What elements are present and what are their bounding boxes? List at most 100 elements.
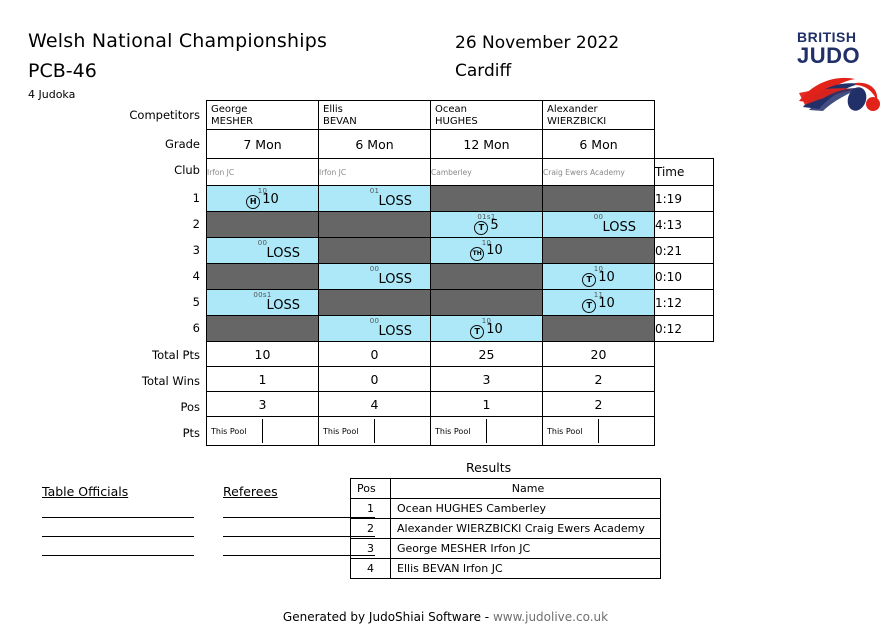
pts-cell[interactable]: This Pool [318, 416, 431, 446]
pts-value[interactable] [375, 419, 430, 443]
table-row[interactable]: 1 Ocean HUGHES Camberley [350, 498, 661, 519]
score-code: 00 [369, 265, 380, 273]
match-cell[interactable]: 11 T 10 [542, 289, 655, 316]
footer-url[interactable]: www.judolive.co.uk [492, 610, 609, 624]
competitor-last-name: HUGHES [435, 116, 478, 127]
page-title: Welsh National Championships [28, 30, 328, 52]
logo-line-1: BRITISH [797, 29, 857, 45]
total-wins-row: 1 0 3 2 [206, 366, 714, 392]
signature-line[interactable] [223, 517, 375, 518]
ippon-hold-icon: H [246, 195, 261, 209]
match-row: 00 LOSS 10 T 10 0:12 [206, 315, 714, 342]
score-code: 00 [593, 213, 604, 221]
competitor-cell[interactable]: George MESHER [206, 100, 319, 130]
total-wins-cell: 2 [542, 366, 655, 392]
label-club: Club [174, 163, 200, 177]
grade-cell: 12 Mon [430, 129, 543, 159]
result-pos: 1 [350, 498, 391, 519]
match-cell[interactable] [542, 315, 655, 342]
match-cell[interactable]: 01s1 T 5 [430, 211, 543, 238]
score-code: 10 [481, 239, 492, 247]
signature-line[interactable] [42, 555, 194, 556]
competitor-first-name: Alexander [547, 104, 598, 115]
competitor-cell[interactable]: Ellis BEVAN [318, 100, 431, 130]
total-pts-cell: 10 [206, 341, 319, 367]
club-cell: Irfon JC [318, 158, 431, 186]
match-cell[interactable]: 00 LOSS [318, 315, 431, 342]
match-time: 1:19 [654, 185, 714, 212]
match-cell[interactable] [430, 289, 543, 316]
match-cell[interactable] [542, 185, 655, 212]
total-pts-cell: 20 [542, 341, 655, 367]
match-cell[interactable] [206, 315, 319, 342]
pts-value[interactable] [263, 419, 318, 443]
result-pos: 4 [350, 558, 391, 579]
position-cell: 4 [318, 391, 431, 417]
signature-line[interactable] [42, 536, 194, 537]
label-pts: Pts [182, 426, 200, 440]
position-cell: 3 [206, 391, 319, 417]
match-cell[interactable] [318, 237, 431, 264]
score-value: T 10 [543, 296, 654, 313]
match-cell[interactable]: 10 TH 10 [430, 237, 543, 264]
loss-label: LOSS [602, 220, 636, 235]
match-cell[interactable] [206, 263, 319, 290]
loss-label: LOSS [378, 272, 412, 287]
match-cell[interactable] [430, 185, 543, 212]
competitor-first-name: George [211, 104, 248, 115]
position-row: 3 4 1 2 [206, 391, 714, 417]
table-row[interactable]: 2 Alexander WIERZBICKI Craig Ewers Acade… [350, 518, 661, 539]
match-cell[interactable] [318, 211, 431, 238]
result-pos: 3 [350, 538, 391, 559]
result-name: Ocean HUGHES Camberley [390, 498, 661, 519]
match-cell[interactable]: 00 LOSS [542, 211, 655, 238]
competitor-first-name: Ellis [323, 104, 343, 115]
event-venue: Cardiff [455, 61, 512, 81]
pts-pool-label: This Pool [319, 419, 375, 443]
score-code: 10 [593, 265, 604, 273]
pts-cell[interactable]: This Pool [206, 416, 319, 446]
match-row: 00 LOSS 10 T 10 0:10 [206, 263, 714, 290]
match-cell[interactable] [542, 237, 655, 264]
match-cell[interactable]: 00 LOSS [206, 237, 319, 264]
throw-t-icon: T [474, 221, 489, 235]
total-wins-cell: 3 [430, 366, 543, 392]
label-match-4: 4 [192, 269, 200, 283]
total-pts-row: 10 0 25 20 [206, 341, 714, 367]
pts-cell[interactable]: This Pool [430, 416, 543, 446]
logo-line-2: JUDO [797, 43, 861, 68]
table-officials-column: Table Officials [42, 484, 194, 556]
pts-cell[interactable]: This Pool [542, 416, 655, 446]
match-cell[interactable]: 10 T 10 [542, 263, 655, 290]
label-match-2: 2 [192, 217, 200, 231]
footer-text: Generated by JudoShiai Software - [282, 610, 493, 624]
pts-value[interactable] [487, 419, 542, 443]
competitor-cell[interactable]: Ocean HUGHES [430, 100, 543, 130]
pts-value[interactable] [599, 419, 654, 443]
match-cell[interactable]: 01 LOSS [318, 185, 431, 212]
club-cell: Camberley [430, 158, 543, 186]
score-code: 10 [481, 317, 492, 325]
match-cell[interactable] [318, 289, 431, 316]
match-cell[interactable] [206, 211, 319, 238]
label-grade: Grade [164, 137, 200, 151]
label-total-pts: Total Pts [152, 348, 200, 362]
match-cell[interactable]: 00 LOSS [318, 263, 431, 290]
match-cell[interactable]: 10 H 10 [206, 185, 319, 212]
match-cell[interactable]: 10 T 10 [430, 315, 543, 342]
table-row[interactable]: 3 George MESHER Irfon JC [350, 538, 661, 559]
signature-line[interactable] [223, 555, 375, 556]
footer: Generated by JudoShiai Software - www.ju… [0, 610, 891, 624]
total-wins-cell: 1 [206, 366, 319, 392]
table-row[interactable]: 4 Ellis BEVAN Irfon JC [350, 558, 661, 579]
ippon-throw-icon: T [582, 299, 597, 313]
competitor-last-name: BEVAN [323, 116, 357, 127]
ippon-throw-icon: T [470, 325, 485, 339]
competitor-cell[interactable]: Alexander WIERZBICKI [542, 100, 655, 130]
match-cell[interactable] [430, 263, 543, 290]
signature-line[interactable] [223, 536, 375, 537]
match-cell[interactable]: 00s1 LOSS [206, 289, 319, 316]
signature-line[interactable] [42, 517, 194, 518]
judoka-count: 4 Judoka [28, 88, 76, 101]
competitors-row: George MESHER Ellis BEVAN Ocean HUGHES A… [206, 100, 714, 130]
